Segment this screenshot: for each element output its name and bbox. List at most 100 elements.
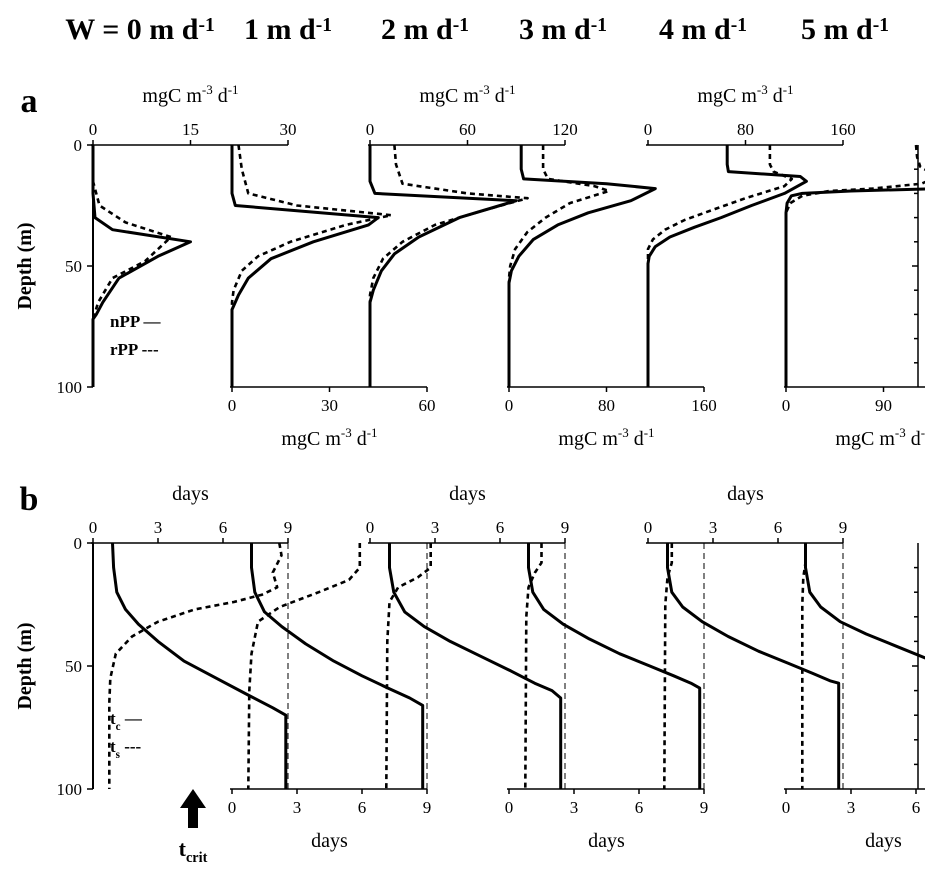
x-tick-label-0-9: 9 bbox=[284, 518, 293, 537]
y-tick-label-50: 50 bbox=[65, 657, 82, 676]
x-unit-label-0: days bbox=[172, 483, 209, 505]
y-tick-label-100: 100 bbox=[57, 780, 83, 799]
series-tc-3 bbox=[527, 543, 702, 789]
series-nPP-2 bbox=[368, 145, 518, 387]
x-unit-label-0: mgC m-3 d-1 bbox=[142, 82, 238, 107]
series-nPP-5 bbox=[784, 187, 925, 387]
series-ts-5 bbox=[800, 543, 807, 789]
series-tc-5 bbox=[804, 543, 925, 660]
x-tick-label-4-0: 0 bbox=[644, 120, 653, 139]
x-tick-label-1-3: 3 bbox=[293, 798, 302, 817]
x-tick-label-2-3: 3 bbox=[431, 518, 440, 537]
x-tick-label-2-0: 0 bbox=[366, 518, 375, 537]
tcrit-arrow-shaft bbox=[188, 806, 198, 828]
x-unit-label-5: days bbox=[865, 830, 902, 852]
tcrit-label: tcrit bbox=[179, 836, 208, 866]
legend-entry-0: nPP — bbox=[110, 312, 162, 331]
x-tick-label-0-0: 0 bbox=[89, 120, 98, 139]
series-ts-4 bbox=[663, 543, 674, 790]
x-unit-label-2: days bbox=[449, 483, 486, 505]
x-tick-label-1-0: 0 bbox=[228, 798, 237, 817]
x-unit-label-1: days bbox=[311, 830, 348, 852]
column-header-1: 1 m d-1 bbox=[244, 13, 332, 46]
x-tick-label-3-80: 80 bbox=[598, 396, 615, 415]
x-tick-label-1-60: 60 bbox=[419, 396, 436, 415]
series-nPP-3 bbox=[507, 145, 657, 387]
column-header-5: 5 m d-1 bbox=[801, 13, 889, 46]
y-axis-label: Depth (m) bbox=[14, 222, 36, 309]
x-unit-label-2: mgC m-3 d-1 bbox=[419, 82, 515, 107]
x-tick-label-5-3: 3 bbox=[847, 798, 856, 817]
y-tick-label-0: 0 bbox=[74, 136, 83, 155]
x-tick-label-3-160: 160 bbox=[691, 396, 717, 415]
series-rPP-3 bbox=[507, 145, 611, 387]
series-tc-4 bbox=[666, 543, 841, 789]
series-rPP-0 bbox=[91, 145, 173, 387]
column-headers: W = 0 m d-1 1 m d-1 2 m d-1 3 m d-1 4 m d-1 5… bbox=[65, 13, 889, 46]
y-tick-label-100: 100 bbox=[57, 378, 83, 397]
x-tick-label-1-0: 0 bbox=[228, 396, 237, 415]
series-ts-1 bbox=[247, 543, 362, 790]
x-tick-label-5-90: 90 bbox=[875, 396, 892, 415]
series-tc-0 bbox=[111, 542, 288, 789]
tcrit-arrow-head bbox=[180, 789, 206, 808]
series-ts-3 bbox=[524, 543, 543, 790]
series-tc-1 bbox=[250, 543, 425, 789]
x-tick-label-5-6: 6 bbox=[912, 798, 921, 817]
x-unit-label-4: mgC m-3 d-1 bbox=[697, 82, 793, 107]
panel-label-b: b bbox=[20, 481, 39, 518]
x-tick-label-5-0: 0 bbox=[782, 798, 791, 817]
x-tick-label-2-120: 120 bbox=[552, 120, 578, 139]
series-rPP-2 bbox=[368, 144, 529, 387]
x-tick-label-1-9: 9 bbox=[423, 798, 432, 817]
x-tick-label-3-9: 9 bbox=[700, 798, 709, 817]
x-tick-label-3-3: 3 bbox=[570, 798, 579, 817]
x-unit-label-3: days bbox=[588, 830, 625, 852]
x-tick-label-2-6: 6 bbox=[496, 518, 505, 537]
column-header-4: 4 m d-1 bbox=[659, 13, 747, 46]
y-tick-label-0: 0 bbox=[74, 534, 83, 553]
x-tick-label-0-30: 30 bbox=[280, 120, 297, 139]
legend-entry-0: tc — bbox=[110, 709, 143, 733]
x-tick-label-4-3: 3 bbox=[709, 518, 718, 537]
series-ts-0 bbox=[108, 542, 283, 789]
tcrit-annotation: tcrit bbox=[179, 789, 208, 866]
panel-label-a: a bbox=[21, 83, 38, 120]
x-tick-label-3-6: 6 bbox=[635, 798, 644, 817]
series-nPP-1 bbox=[230, 145, 380, 387]
series-ts-2 bbox=[385, 543, 433, 790]
column-header-0: W = 0 m d-1 bbox=[65, 13, 214, 46]
panel-b: b 0 50 100 Depth (m) 0 3 6 9 days 0 3 6 9 days 0 3 6 9 days… bbox=[14, 481, 925, 852]
x-unit-label-3: mgC m-3 d-1 bbox=[558, 425, 654, 450]
y-tick-label-50: 50 bbox=[65, 257, 82, 276]
x-tick-label-3-0: 0 bbox=[505, 396, 514, 415]
x-tick-label-1-6: 6 bbox=[358, 798, 367, 817]
x-tick-label-3-0: 0 bbox=[505, 798, 514, 817]
x-tick-label-4-80: 80 bbox=[737, 120, 754, 139]
x-tick-label-4-6: 6 bbox=[774, 518, 783, 537]
legend-entry-1: rPP --- bbox=[110, 340, 159, 359]
legend-entry-1: ts --- bbox=[110, 737, 142, 761]
x-tick-label-0-0: 0 bbox=[89, 518, 98, 537]
x-tick-label-4-9: 9 bbox=[839, 518, 848, 537]
x-tick-label-2-60: 60 bbox=[459, 120, 476, 139]
x-unit-label-4: days bbox=[727, 483, 764, 505]
series-rPP-1 bbox=[230, 144, 393, 387]
x-tick-label-0-15: 15 bbox=[182, 120, 199, 139]
x-tick-label-5-0: 0 bbox=[782, 396, 791, 415]
series-nPP-4 bbox=[646, 145, 808, 387]
x-tick-label-4-160: 160 bbox=[830, 120, 856, 139]
x-tick-label-0-3: 3 bbox=[154, 518, 163, 537]
series-rPP-5 bbox=[784, 144, 925, 387]
column-header-2: 2 m d-1 bbox=[381, 13, 469, 46]
x-tick-label-2-0: 0 bbox=[366, 120, 375, 139]
series-rPP-4 bbox=[646, 145, 794, 387]
x-tick-label-4-0: 0 bbox=[644, 518, 653, 537]
column-header-3: 3 m d-1 bbox=[519, 13, 607, 46]
x-tick-label-1-30: 30 bbox=[321, 396, 338, 415]
x-unit-label-5: mgC m-3 d-1 bbox=[835, 425, 925, 450]
y-axis-label: Depth (m) bbox=[14, 622, 36, 709]
x-tick-label-2-9: 9 bbox=[561, 518, 570, 537]
panel-a: a 0 50 100 Depth (m) 0 15 30 mgC m-3 d-1 0 30 60 mgC… bbox=[14, 82, 925, 450]
